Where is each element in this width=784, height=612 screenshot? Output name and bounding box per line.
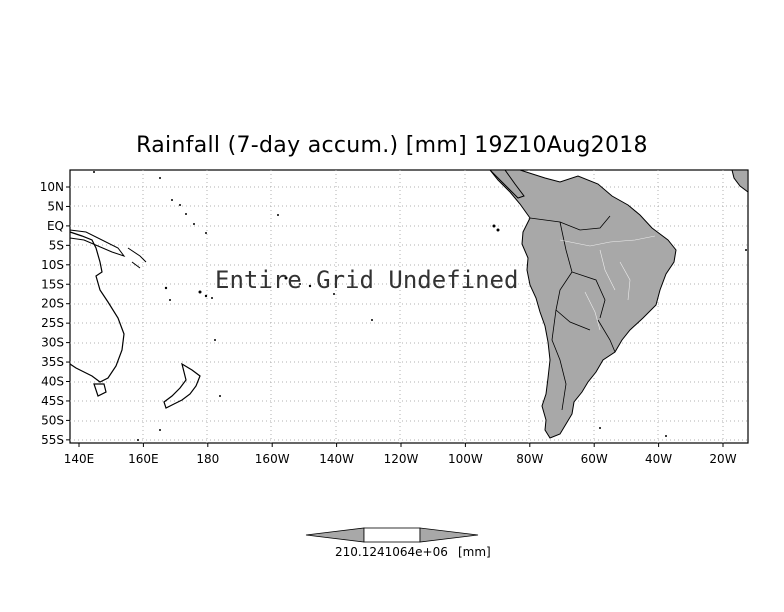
colorbar [305,527,479,543]
latitude-label: 50S [41,413,64,427]
longitude-labels: 140E 160E 180 160W 140W 120W 100W 80W 60W 40W 20W [64,452,737,466]
colorbar-label: 210.1241064e+06 [335,545,448,559]
latitude-label: 15S [41,277,64,291]
axis-ticks [66,186,724,447]
south-america-landmass [488,169,677,439]
latitude-label: 10N [40,180,64,194]
rivers [559,235,656,331]
new-guinea-outline [69,229,126,257]
country-borders [529,215,616,411]
longitude-label: 20W [709,452,736,466]
longitude-label: 60W [581,452,608,466]
pacific-island-dots [93,171,747,441]
australia-outline [69,231,125,383]
latitude-label: 35S [41,355,64,369]
latitude-label: 20S [41,297,64,311]
central-america-landmass [488,169,525,199]
grid-undefined-message: Entire Grid Undefined [215,266,518,294]
longitude-label: 140E [64,452,95,466]
longitude-label: 40W [645,452,672,466]
colorbar-unit: [mm] [458,545,491,559]
longitude-label: 140W [319,452,354,466]
latitude-label: 45S [41,394,64,408]
tasmania-outline [93,383,107,397]
colorbar-right-arrow [419,527,479,543]
caribbean-landmass [731,169,749,193]
colorbar-middle-segment [363,527,421,543]
latitude-label: 30S [41,336,64,350]
longitude-label: 80W [516,452,543,466]
latitude-label: 5S [49,238,64,252]
latitude-label: 55S [41,433,64,447]
map-title: Rainfall (7-day accum.) [mm] 19Z10Aug201… [136,133,648,158]
longitude-label: 100W [448,452,483,466]
new-zealand-outline [163,362,201,409]
longitude-label: 160E [128,452,159,466]
longitude-label: 120W [384,452,419,466]
solomon-islands-outline [127,247,147,269]
longitude-label: 180 [196,452,219,466]
latitude-label: 10S [41,258,64,272]
latitude-label: 40S [41,375,64,389]
longitude-label: 160W [255,452,290,466]
colorbar-left-arrow [305,527,365,543]
latitude-label: 5N [47,199,64,213]
latitude-label: 25S [41,316,64,330]
latitude-label: EQ [47,219,64,233]
latitude-labels: 10N 5N EQ 5S 10S 15S 20S 25S 30S 35S 40S 45S 50S 55S [40,180,64,447]
